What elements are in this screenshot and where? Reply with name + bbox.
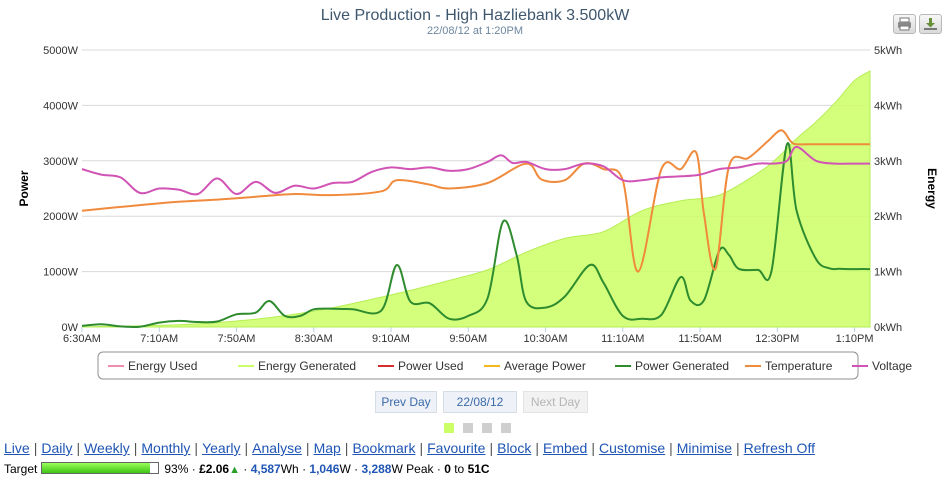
earnings-value: £2.06 xyxy=(199,462,230,476)
power-value: 1,046 xyxy=(309,462,340,476)
peak-value: 3,288 xyxy=(361,462,392,476)
link-refresh-off[interactable]: Refresh Off xyxy=(743,440,815,456)
target-label: Target xyxy=(4,462,38,476)
y-tick-label: 5000W xyxy=(43,45,78,57)
temp-max: 51C xyxy=(467,462,490,476)
chart-container: Live Production - High Hazliebank 3.500k… xyxy=(17,7,939,380)
x-tick-label: 1:10PM xyxy=(836,333,874,345)
live-production-chart: Live Production - High Hazliebank 3.500k… xyxy=(17,7,939,380)
y-tick-label: 1000W xyxy=(43,267,78,279)
x-tick-label: 10:30AM xyxy=(524,333,568,345)
x-tick-label: 6:30AM xyxy=(63,333,101,345)
legend-item-energy-generated: Energy Generated xyxy=(258,359,356,373)
chart-title: Live Production - High Hazliebank 3.500k… xyxy=(321,7,631,24)
x-tick-label: 11:10AM xyxy=(601,333,644,345)
link-map[interactable]: Map xyxy=(313,440,341,456)
link-monthly[interactable]: Monthly xyxy=(141,440,191,456)
page-dot-3[interactable] xyxy=(482,423,492,433)
link-minimise[interactable]: Minimise xyxy=(676,440,732,456)
legend-item-power-generated: Power Generated xyxy=(635,359,729,373)
x-tick-label: 9:50AM xyxy=(449,333,487,345)
y2-tick-label: 1kWh xyxy=(874,267,902,279)
legend-item-average-power: Average Power xyxy=(504,359,586,373)
day-navigation: Prev Day 22/08/12 Next Day xyxy=(0,391,951,413)
legend-item-energy-used: Energy Used xyxy=(128,359,197,373)
print-button[interactable] xyxy=(893,14,916,34)
page-indicator xyxy=(444,420,520,438)
link-weekly[interactable]: Weekly xyxy=(84,440,130,456)
energy-unit: Wh xyxy=(280,462,299,476)
trend-up-icon: ▲ xyxy=(229,464,240,476)
date-button[interactable]: 22/08/12 xyxy=(443,391,517,413)
y2-tick-label: 0kWh xyxy=(874,322,902,334)
x-tick-label: 8:30AM xyxy=(295,333,333,345)
printer-icon xyxy=(898,17,911,31)
y-tick-label: 4000W xyxy=(43,100,78,112)
page-dot-4[interactable] xyxy=(501,423,511,433)
target-progress-bar xyxy=(41,462,160,474)
x-tick-label: 11:50AM xyxy=(678,333,721,345)
page-dot-1[interactable] xyxy=(444,423,454,433)
link-bar: Live | Daily | Weekly | Monthly | Yearly | Analyse… xyxy=(4,440,815,456)
legend-item-temperature: Temperature xyxy=(765,359,833,373)
chart-subtitle: 22/08/12 at 1:20PM xyxy=(427,25,523,37)
y2-tick-label: 5kWh xyxy=(874,45,902,57)
series-energy-generated-area xyxy=(81,70,871,328)
temp-min: 0 xyxy=(444,462,451,476)
y-axis-title: Power xyxy=(17,170,31,206)
series-power-generated-line xyxy=(81,142,871,329)
y-tick-label: 0W xyxy=(62,322,79,334)
target-progress-fill xyxy=(42,463,151,473)
legend-item-voltage: Voltage xyxy=(872,359,912,373)
x-tick-label: 7:50AM xyxy=(218,333,256,345)
prev-day-button[interactable]: Prev Day xyxy=(375,391,437,413)
link-embed[interactable]: Embed xyxy=(542,440,588,456)
link-yearly[interactable]: Yearly xyxy=(202,440,241,456)
link-bookmark[interactable]: Bookmark xyxy=(352,440,416,456)
legend-item-power-used: Power Used xyxy=(398,359,463,373)
download-icon xyxy=(924,18,937,30)
series-voltage-line xyxy=(81,145,870,196)
export-button[interactable] xyxy=(919,14,942,34)
next-day-button: Next Day xyxy=(523,391,588,413)
page-dot-2[interactable] xyxy=(463,423,473,433)
y2-tick-label: 4kWh xyxy=(874,100,902,112)
status-bar: Target 93% · £2.06▲ · 4,587Wh · 1,046W · … xyxy=(4,462,490,476)
link-live[interactable]: Live xyxy=(4,440,30,456)
y-tick-label: 3000W xyxy=(43,156,78,168)
peak-unit: W Peak xyxy=(391,462,434,476)
legend-box xyxy=(97,351,859,380)
target-percent: 93% xyxy=(164,462,189,476)
link-favourite[interactable]: Favourite xyxy=(427,440,486,456)
link-customise[interactable]: Customise xyxy=(598,440,666,456)
x-tick-label: 12:30PM xyxy=(755,333,799,345)
link-daily[interactable]: Daily xyxy=(41,440,73,456)
y2-tick-label: 3kWh xyxy=(874,156,902,168)
x-tick-label: 7:10AM xyxy=(140,333,178,345)
y2-tick-label: 2kWh xyxy=(874,211,902,223)
y2-axis-title: Energy xyxy=(925,168,939,209)
link-analyse[interactable]: Analyse xyxy=(252,440,302,456)
power-unit: W xyxy=(339,462,351,476)
energy-value: 4,587 xyxy=(250,462,281,476)
y-tick-label: 2000W xyxy=(43,211,78,223)
x-tick-label: 9:10AM xyxy=(372,333,410,345)
link-block[interactable]: Block xyxy=(497,440,532,456)
